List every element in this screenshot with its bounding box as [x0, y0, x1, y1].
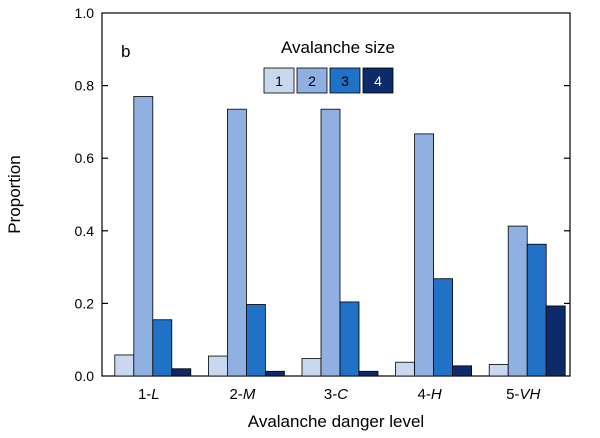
bar-5-VH-size-3: [526, 243, 547, 377]
y-tick-label: 0.6: [75, 150, 95, 166]
legend-swatch-4: [362, 67, 394, 94]
x-tick-label: 4-H: [418, 386, 442, 403]
legend-title: Avalanche size: [281, 38, 395, 57]
legend-swatch-2: [296, 67, 328, 94]
x-tick-label: 1-L: [138, 386, 160, 403]
x-axis-label: Avalanche danger level: [248, 412, 424, 431]
bar-5-VH-size-4: [545, 305, 566, 377]
legend: 1 2 3 4: [263, 67, 394, 94]
bar-3-C-size-4: [358, 370, 379, 377]
x-tick-label: 2-M: [229, 386, 255, 403]
legend-label-4: 4: [374, 73, 382, 89]
x-tick-label: 5-VH: [506, 386, 540, 403]
bar-3-C-size-3: [339, 301, 360, 377]
y-tick-label: 0.8: [75, 78, 95, 94]
y-axis-label: Proportion: [5, 155, 24, 233]
bar-3-C-size-2: [320, 108, 341, 377]
bar-5-VH-size-2: [507, 225, 528, 377]
bar-2-M-size-2: [226, 108, 247, 377]
bar-1-L-size-2: [133, 96, 154, 377]
bar-2-M-size-3: [245, 304, 266, 377]
y-axis: 0.0 0.2 0.4 0.6 0.8 1.0: [75, 5, 570, 384]
legend-swatch-1: [263, 67, 295, 94]
bar-3-C-size-1: [301, 358, 322, 377]
bar-5-VH-size-1: [488, 363, 509, 377]
y-tick-label: 0.0: [75, 368, 95, 384]
bar-4-H-size-4: [452, 365, 473, 377]
legend-label-3: 3: [341, 73, 349, 89]
legend-label-1: 1: [275, 73, 283, 89]
bar-4-H-size-1: [395, 361, 416, 377]
bar-2-M-size-4: [264, 370, 285, 377]
bar-4-H-size-2: [414, 133, 435, 377]
bars: [114, 96, 566, 377]
y-tick-label: 1.0: [75, 5, 95, 21]
y-tick-label: 0.2: [75, 295, 95, 311]
bar-1-L-size-1: [114, 354, 135, 377]
bar-1-L-size-3: [152, 319, 173, 377]
legend-swatch-3: [329, 67, 361, 94]
legend-label-2: 2: [308, 73, 316, 89]
bar-1-L-size-4: [171, 368, 192, 377]
panel-label: b: [121, 42, 130, 61]
bar-4-H-size-3: [433, 278, 454, 377]
x-tick-label: 3-C: [324, 386, 348, 403]
y-tick-label: 0.4: [75, 223, 95, 239]
bar-2-M-size-1: [207, 355, 228, 377]
